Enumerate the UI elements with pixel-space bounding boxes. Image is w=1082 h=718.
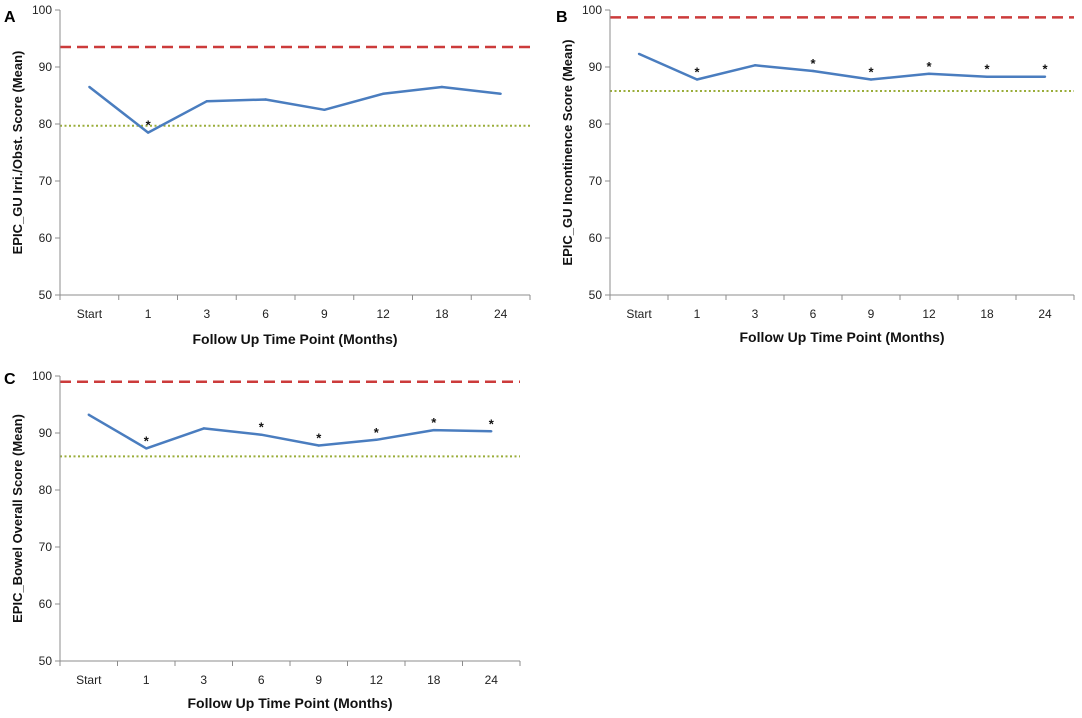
panel-label-c: C [4, 371, 16, 388]
significance-marker: * [316, 431, 322, 446]
data-point [490, 430, 493, 433]
y-tick-label: 50 [589, 288, 603, 302]
y-axis-title: EPIC_Bowel Overall Score (Mean) [10, 414, 25, 623]
x-tick-label: 6 [258, 673, 265, 687]
y-axis-title: EPIC_GU Incontinence Score (Mean) [560, 39, 575, 265]
x-tick-label: 24 [494, 307, 508, 321]
y-tick-label: 60 [39, 597, 53, 611]
x-tick-label: 18 [435, 307, 449, 321]
data-point [811, 69, 815, 73]
y-tick-label: 90 [39, 60, 53, 74]
significance-marker: * [984, 62, 990, 77]
y-tick-label: 90 [39, 426, 53, 440]
data-point [264, 98, 267, 101]
data-point [145, 447, 148, 450]
significance-marker: * [1042, 62, 1048, 77]
x-tick-label: 1 [143, 673, 150, 687]
data-point [753, 64, 757, 67]
x-axis-title: Follow Up Time Point (Months) [187, 695, 392, 711]
data-point [985, 75, 989, 78]
y-tick-label: 60 [589, 231, 603, 245]
y-tick-label: 100 [32, 3, 52, 17]
x-tick-label: 9 [321, 307, 328, 321]
data-point [317, 444, 320, 447]
data-point [637, 52, 641, 56]
significance-marker: * [868, 65, 874, 80]
significance-marker: * [694, 65, 700, 80]
chart-panel-b: B 50 60 70 80 90 100 Start 1 3 6 9 12 18 24 * * * * * * Follo… [556, 3, 1075, 345]
y-tick-label: 50 [39, 288, 53, 302]
y-tick-label: 50 [39, 654, 53, 668]
data-point [440, 85, 444, 89]
x-tick-label: 3 [204, 307, 211, 321]
y-tick-label: 80 [39, 117, 53, 131]
x-tick-label: 12 [922, 307, 936, 321]
panel-label-b: B [556, 9, 568, 26]
x-axis-title: Follow Up Time Point (Months) [739, 329, 944, 345]
x-tick-label: 1 [145, 307, 152, 321]
y-tick-label: 80 [589, 117, 603, 131]
data-point [205, 100, 209, 103]
significance-marker: * [810, 56, 816, 71]
x-tick-label: 18 [980, 307, 994, 321]
y-tick-label: 100 [582, 3, 602, 17]
y-tick-label: 60 [39, 231, 53, 245]
x-tick-label: 9 [315, 673, 322, 687]
data-point [88, 85, 91, 89]
data-point [695, 78, 699, 81]
data-point [381, 92, 385, 95]
data-point [323, 108, 326, 111]
y-tick-label: 70 [39, 540, 53, 554]
significance-marker: * [144, 433, 150, 448]
x-axis-title: Follow Up Time Point (Months) [192, 331, 397, 347]
series-line [88, 413, 492, 450]
series-line [638, 52, 1045, 81]
y-tick-label: 70 [589, 174, 603, 188]
chart-panel-c: C 50 60 70 80 90 100 Start 1 3 6 9 12 18 24 * * * * * * Follo… [4, 369, 521, 711]
x-tick-label: 6 [262, 307, 269, 321]
x-tick-label: 18 [427, 673, 441, 687]
y-tick-label: 80 [39, 483, 53, 497]
y-axis-title: EPIC_GU Irri./Obst. Score (Mean) [10, 51, 25, 255]
data-point [927, 72, 931, 76]
data-point [869, 78, 873, 81]
x-tick-label: 3 [752, 307, 759, 321]
x-tick-label: 12 [370, 673, 384, 687]
y-tick-label: 100 [32, 369, 52, 383]
data-point [202, 427, 205, 430]
significance-marker: * [489, 416, 495, 431]
data-point [260, 433, 263, 436]
significance-marker: * [431, 415, 437, 430]
x-tick-label: 1 [694, 307, 701, 321]
significance-marker: * [146, 118, 152, 133]
data-point [432, 428, 435, 432]
data-point [1043, 75, 1047, 78]
chart-panel-a: A 50 60 70 80 90 100 Start 1 3 6 9 12 18 24 * Follow Up … [4, 3, 531, 347]
significance-marker: * [926, 59, 932, 74]
data-point [87, 413, 90, 416]
x-tick-label: 6 [810, 307, 817, 321]
x-tick-label: 9 [868, 307, 875, 321]
x-tick-label: 12 [376, 307, 390, 321]
x-tick-label: 24 [1038, 307, 1052, 321]
data-point [375, 438, 378, 442]
x-tick-label: 3 [200, 673, 207, 687]
x-tick-label: Start [626, 307, 652, 321]
x-tick-label: 24 [485, 673, 499, 687]
x-tick-label: Start [77, 307, 103, 321]
significance-marker: * [259, 420, 265, 435]
data-point [499, 92, 502, 95]
significance-marker: * [374, 425, 380, 440]
y-tick-label: 90 [589, 60, 603, 74]
x-tick-label: Start [76, 673, 102, 687]
data-point [146, 131, 150, 134]
y-tick-label: 70 [39, 174, 53, 188]
panel-label-a: A [4, 9, 16, 26]
series-line [88, 85, 501, 134]
